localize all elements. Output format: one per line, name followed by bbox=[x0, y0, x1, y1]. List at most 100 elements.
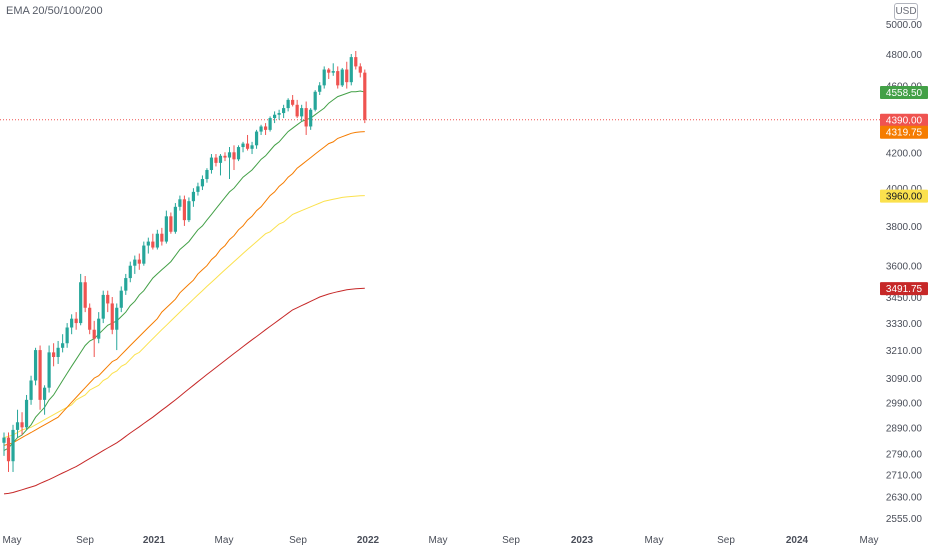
candle-body bbox=[313, 91, 317, 110]
time-tick-label: May bbox=[215, 535, 234, 546]
candle-body bbox=[160, 233, 164, 242]
price-tick-label: 3210.00 bbox=[886, 346, 923, 357]
price-label-tag: 3491.75 bbox=[880, 282, 928, 296]
candle-body bbox=[88, 307, 92, 330]
ema20-line bbox=[3, 90, 365, 452]
candle-body bbox=[2, 437, 6, 443]
candle-body bbox=[236, 147, 241, 160]
price-label-tag: 4319.75 bbox=[880, 125, 928, 139]
price-label-bg bbox=[880, 189, 928, 203]
candle-body bbox=[15, 422, 20, 430]
plot-layer bbox=[0, 50, 880, 495]
candle-body bbox=[151, 241, 155, 248]
candle-body bbox=[70, 318, 74, 328]
price-tick-label: 2710.00 bbox=[886, 471, 923, 482]
time-tick-label: 2022 bbox=[357, 535, 380, 546]
candle-body bbox=[74, 318, 78, 324]
candle-body bbox=[282, 108, 286, 114]
candle-body bbox=[214, 157, 218, 163]
price-tick-label: 2890.00 bbox=[886, 423, 923, 434]
candle-body bbox=[56, 347, 60, 357]
candle-body bbox=[6, 437, 11, 462]
indicator-legend[interactable]: EMA 20/50/100/200 bbox=[6, 5, 103, 17]
candle-body bbox=[79, 282, 83, 324]
candle-body bbox=[331, 71, 335, 73]
candle-body bbox=[38, 350, 42, 400]
time-tick-label: May bbox=[860, 535, 879, 546]
candle-body bbox=[273, 114, 277, 119]
time-tick-label: 2021 bbox=[143, 535, 166, 546]
candle-body bbox=[218, 155, 223, 163]
candle-body bbox=[322, 69, 326, 86]
candle-body bbox=[277, 113, 281, 115]
price-label-text: 3960.00 bbox=[886, 192, 923, 203]
currency-button[interactable]: USD bbox=[894, 3, 918, 20]
price-label-text: 4390.00 bbox=[886, 116, 923, 127]
candle-body bbox=[263, 126, 268, 130]
candle-body bbox=[291, 99, 295, 105]
candle-body bbox=[169, 216, 173, 232]
candle-body bbox=[340, 69, 344, 86]
price-tick-label: 2630.00 bbox=[886, 493, 923, 504]
candle-body bbox=[115, 307, 119, 330]
candle-body bbox=[200, 179, 205, 187]
candle-body bbox=[191, 191, 196, 202]
candle-body bbox=[345, 69, 349, 83]
price-tick-label: 2555.00 bbox=[886, 514, 923, 525]
time-tick-label: Sep bbox=[289, 535, 307, 546]
candle-body bbox=[52, 352, 56, 357]
candle-body bbox=[83, 282, 87, 308]
price-tick-label: 4200.00 bbox=[886, 148, 923, 159]
candle-body bbox=[268, 118, 272, 130]
candle-body bbox=[327, 69, 331, 73]
ema50-line bbox=[3, 131, 365, 446]
price-label-bg bbox=[880, 86, 928, 100]
candle-body bbox=[29, 380, 33, 400]
price-label-bg bbox=[880, 282, 928, 296]
candle-body bbox=[187, 201, 191, 221]
price-label-bg bbox=[880, 125, 928, 139]
time-tick-label: 2023 bbox=[571, 535, 594, 546]
time-axis[interactable]: May Sep 2021 May Sep 2022 May Sep 2023 May Sep 2024… bbox=[3, 535, 879, 546]
candle-body bbox=[178, 199, 182, 207]
time-tick-label: Sep bbox=[717, 535, 735, 546]
candle-body bbox=[259, 126, 263, 132]
price-label-tag: 4558.50 bbox=[880, 86, 928, 100]
candle-body bbox=[92, 329, 96, 339]
candle-body bbox=[182, 199, 186, 221]
candle-body bbox=[61, 343, 65, 348]
candle-body bbox=[354, 57, 358, 67]
candle-body bbox=[209, 157, 214, 171]
candle-body bbox=[336, 71, 340, 86]
candle-body bbox=[164, 216, 168, 242]
candle-body bbox=[97, 318, 101, 339]
candle-body bbox=[196, 186, 200, 192]
candle-body bbox=[65, 327, 69, 344]
candle-body bbox=[254, 131, 259, 146]
candle-body bbox=[11, 429, 15, 462]
candle-body bbox=[128, 265, 132, 279]
time-tick-label: Sep bbox=[76, 535, 94, 546]
candle-body bbox=[101, 294, 105, 319]
candle-body bbox=[205, 170, 209, 180]
candle-body bbox=[223, 155, 227, 158]
time-tick-label: May bbox=[645, 535, 664, 546]
candle-body bbox=[20, 422, 24, 428]
price-tick-label: 2790.00 bbox=[886, 449, 923, 460]
candle-body bbox=[309, 109, 313, 127]
candle-body bbox=[363, 72, 367, 120]
price-label-text: 3491.75 bbox=[886, 284, 923, 295]
price-tick-label: 5000.00 bbox=[886, 20, 923, 31]
price-tick-label: 4800.00 bbox=[886, 50, 923, 61]
candle-body bbox=[124, 278, 128, 291]
price-tick-label: 3600.00 bbox=[886, 262, 923, 273]
candle-body bbox=[286, 99, 290, 109]
candle-body bbox=[33, 350, 38, 381]
price-label-tag: 3960.00 bbox=[880, 189, 928, 203]
time-tick-label: 2024 bbox=[786, 535, 809, 546]
candle-body bbox=[110, 303, 114, 330]
candle-body bbox=[173, 206, 177, 232]
